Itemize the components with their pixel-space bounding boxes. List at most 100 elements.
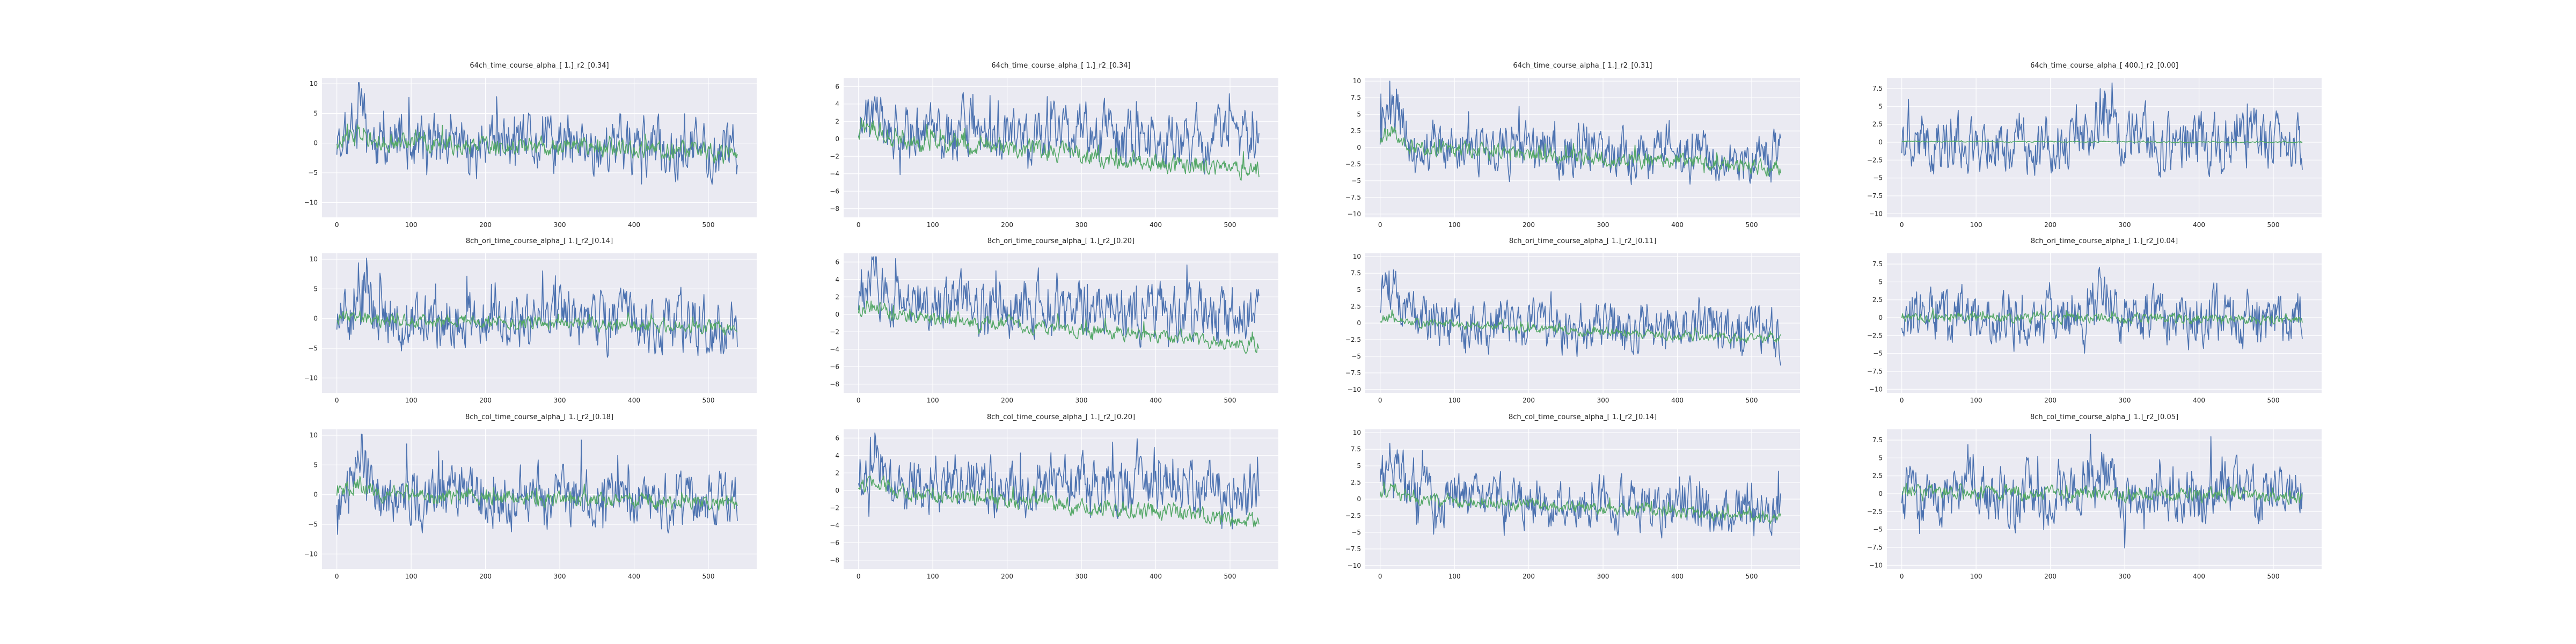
y-tick-label: 7.5	[1351, 445, 1361, 453]
chart-panel: 64ch_time_course_alpha_[ 1.]_r2_[0.34] 0 1…	[304, 62, 757, 229]
x-tick-label: 400	[628, 397, 640, 404]
x-tick-label: 400	[1671, 221, 1684, 229]
x-tick-label: 0	[1378, 573, 1382, 580]
series-line	[336, 258, 738, 358]
y-tick-label: 0	[313, 491, 318, 499]
chart-panel: 8ch_col_time_course_alpha_[ 1.]_r2_[0.05…	[1867, 413, 2322, 580]
x-tick-label: 0	[1900, 397, 1904, 404]
x-tick-label: 400	[2193, 573, 2205, 580]
y-tick-label: −7.5	[1867, 192, 1883, 200]
y-tick-label: 2.5	[1351, 127, 1361, 135]
x-tick-label: 500	[2267, 221, 2280, 229]
y-tick-label: 6	[835, 258, 839, 266]
axes-background	[844, 253, 1278, 393]
series-line	[336, 123, 738, 164]
x-tick-label: 100	[1448, 573, 1461, 580]
x-tick-label: 400	[2193, 397, 2205, 404]
y-tick-label: −7.5	[1345, 545, 1361, 553]
x-tick-label: 400	[1671, 573, 1684, 580]
series-line	[858, 118, 1260, 181]
chart-title: 64ch_time_course_alpha_[ 1.]_r2_[0.31]	[1513, 62, 1652, 70]
y-tick-label: 0	[1878, 490, 1883, 497]
x-tick-label: 500	[702, 221, 715, 229]
y-tick-label: 2.5	[1351, 479, 1361, 486]
y-tick-label: −10	[1348, 386, 1361, 393]
y-tick-label: 0	[1357, 144, 1361, 151]
y-tick-label: −5	[308, 169, 318, 177]
x-tick-label: 300	[1075, 221, 1088, 229]
x-tick-label: 200	[1001, 221, 1013, 229]
y-tick-label: 4	[835, 100, 839, 108]
y-tick-label: 5	[1878, 454, 1883, 462]
x-tick-label: 0	[1378, 221, 1382, 229]
y-tick-label: 2	[835, 293, 839, 301]
y-tick-label: 7.5	[1872, 85, 1883, 92]
chart-title: 8ch_col_time_course_alpha_[ 1.]_r2_[0.18…	[465, 413, 614, 421]
y-tick-label: 10	[1353, 429, 1361, 436]
y-tick-label: −7.5	[1345, 194, 1361, 201]
x-tick-label: 500	[1746, 573, 1758, 580]
y-tick-label: 5	[313, 109, 318, 117]
plot-area: 0 100 200 300 400 500 −10 −5 0 5 10	[304, 429, 757, 580]
chart-title: 8ch_col_time_course_alpha_[ 1.]_r2_[0.20…	[986, 413, 1136, 421]
y-tick-label: −2.5	[1867, 508, 1883, 515]
x-tick-label: 300	[2119, 397, 2131, 404]
x-tick-label: 300	[1075, 397, 1088, 404]
x-tick-label: 200	[479, 221, 492, 229]
y-tick-label: −10	[304, 374, 318, 382]
y-tick-label: −5	[308, 345, 318, 352]
x-tick-label: 100	[927, 221, 939, 229]
x-tick-label: 200	[2044, 221, 2057, 229]
y-tick-label: −8	[830, 557, 839, 564]
y-tick-label: 6	[835, 434, 839, 442]
chart-panel: 8ch_ori_time_course_alpha_[ 1.]_r2_[0.04…	[1867, 237, 2322, 404]
y-tick-label: −5	[1873, 174, 1883, 182]
y-tick-label: −10	[1348, 210, 1361, 218]
chart-panel: 8ch_col_time_course_alpha_[ 1.]_r2_[0.18…	[304, 413, 757, 580]
x-tick-label: 0	[857, 573, 861, 580]
series-line	[1901, 82, 2303, 178]
x-tick-label: 100	[1448, 397, 1461, 404]
x-tick-label: 100	[927, 573, 939, 580]
x-tick-label: 300	[2119, 221, 2131, 229]
x-tick-label: 0	[335, 397, 339, 404]
y-tick-label: 5	[1357, 111, 1361, 118]
y-tick-label: 4	[835, 276, 839, 283]
plot-area: 0 100 200 300 400 500 −8 −6 −4 −2 0 2 4 6	[830, 78, 1278, 229]
chart-panel: 64ch_time_course_alpha_[ 400.]_r2_[0.00]…	[1867, 62, 2322, 229]
x-tick-label: 400	[628, 573, 640, 580]
series-line	[1379, 443, 1781, 539]
y-tick-label: −10	[1869, 385, 1883, 393]
x-tick-label: 500	[2267, 573, 2280, 580]
y-tick-label: 0	[313, 315, 318, 323]
y-tick-label: −7.5	[1345, 369, 1361, 377]
x-tick-label: 0	[857, 397, 861, 404]
chart-title: 8ch_ori_time_course_alpha_[ 1.]_r2_[0.14…	[465, 237, 613, 245]
x-tick-label: 0	[335, 221, 339, 229]
chart-panel: 64ch_time_course_alpha_[ 1.]_r2_[0.31] 0 1…	[1345, 62, 1800, 229]
plot-area: 0 100 200 300 400 500 −10 −5 0 5 10	[304, 253, 757, 404]
y-tick-label: −7.5	[1867, 544, 1883, 551]
y-tick-label: 6	[835, 83, 839, 90]
series-line	[1901, 267, 2303, 354]
y-tick-label: 0	[1878, 314, 1883, 321]
y-tick-label: 0	[313, 140, 318, 147]
x-tick-label: 200	[479, 397, 492, 404]
y-tick-label: −4	[830, 170, 839, 178]
x-tick-label: 100	[1970, 221, 1982, 229]
plot-area: 0 100 200 300 400 500 −10 −7.5 −5 −2.5 0 2.5 5 7.5 10	[1345, 253, 1800, 404]
series-line	[858, 432, 1260, 530]
y-tick-label: 0	[835, 487, 839, 494]
x-tick-label: 500	[1224, 397, 1236, 404]
y-tick-label: −2.5	[1345, 336, 1361, 343]
series-line	[1901, 482, 2303, 506]
x-tick-label: 100	[1970, 573, 1982, 580]
x-tick-label: 100	[927, 397, 939, 404]
x-tick-label: 100	[405, 573, 418, 580]
x-tick-label: 500	[2267, 397, 2280, 404]
x-tick-label: 0	[335, 573, 339, 580]
x-tick-label: 400	[1671, 397, 1684, 404]
x-tick-label: 0	[857, 221, 861, 229]
y-tick-label: −10	[304, 199, 318, 206]
y-tick-label: 2.5	[1872, 296, 1883, 304]
